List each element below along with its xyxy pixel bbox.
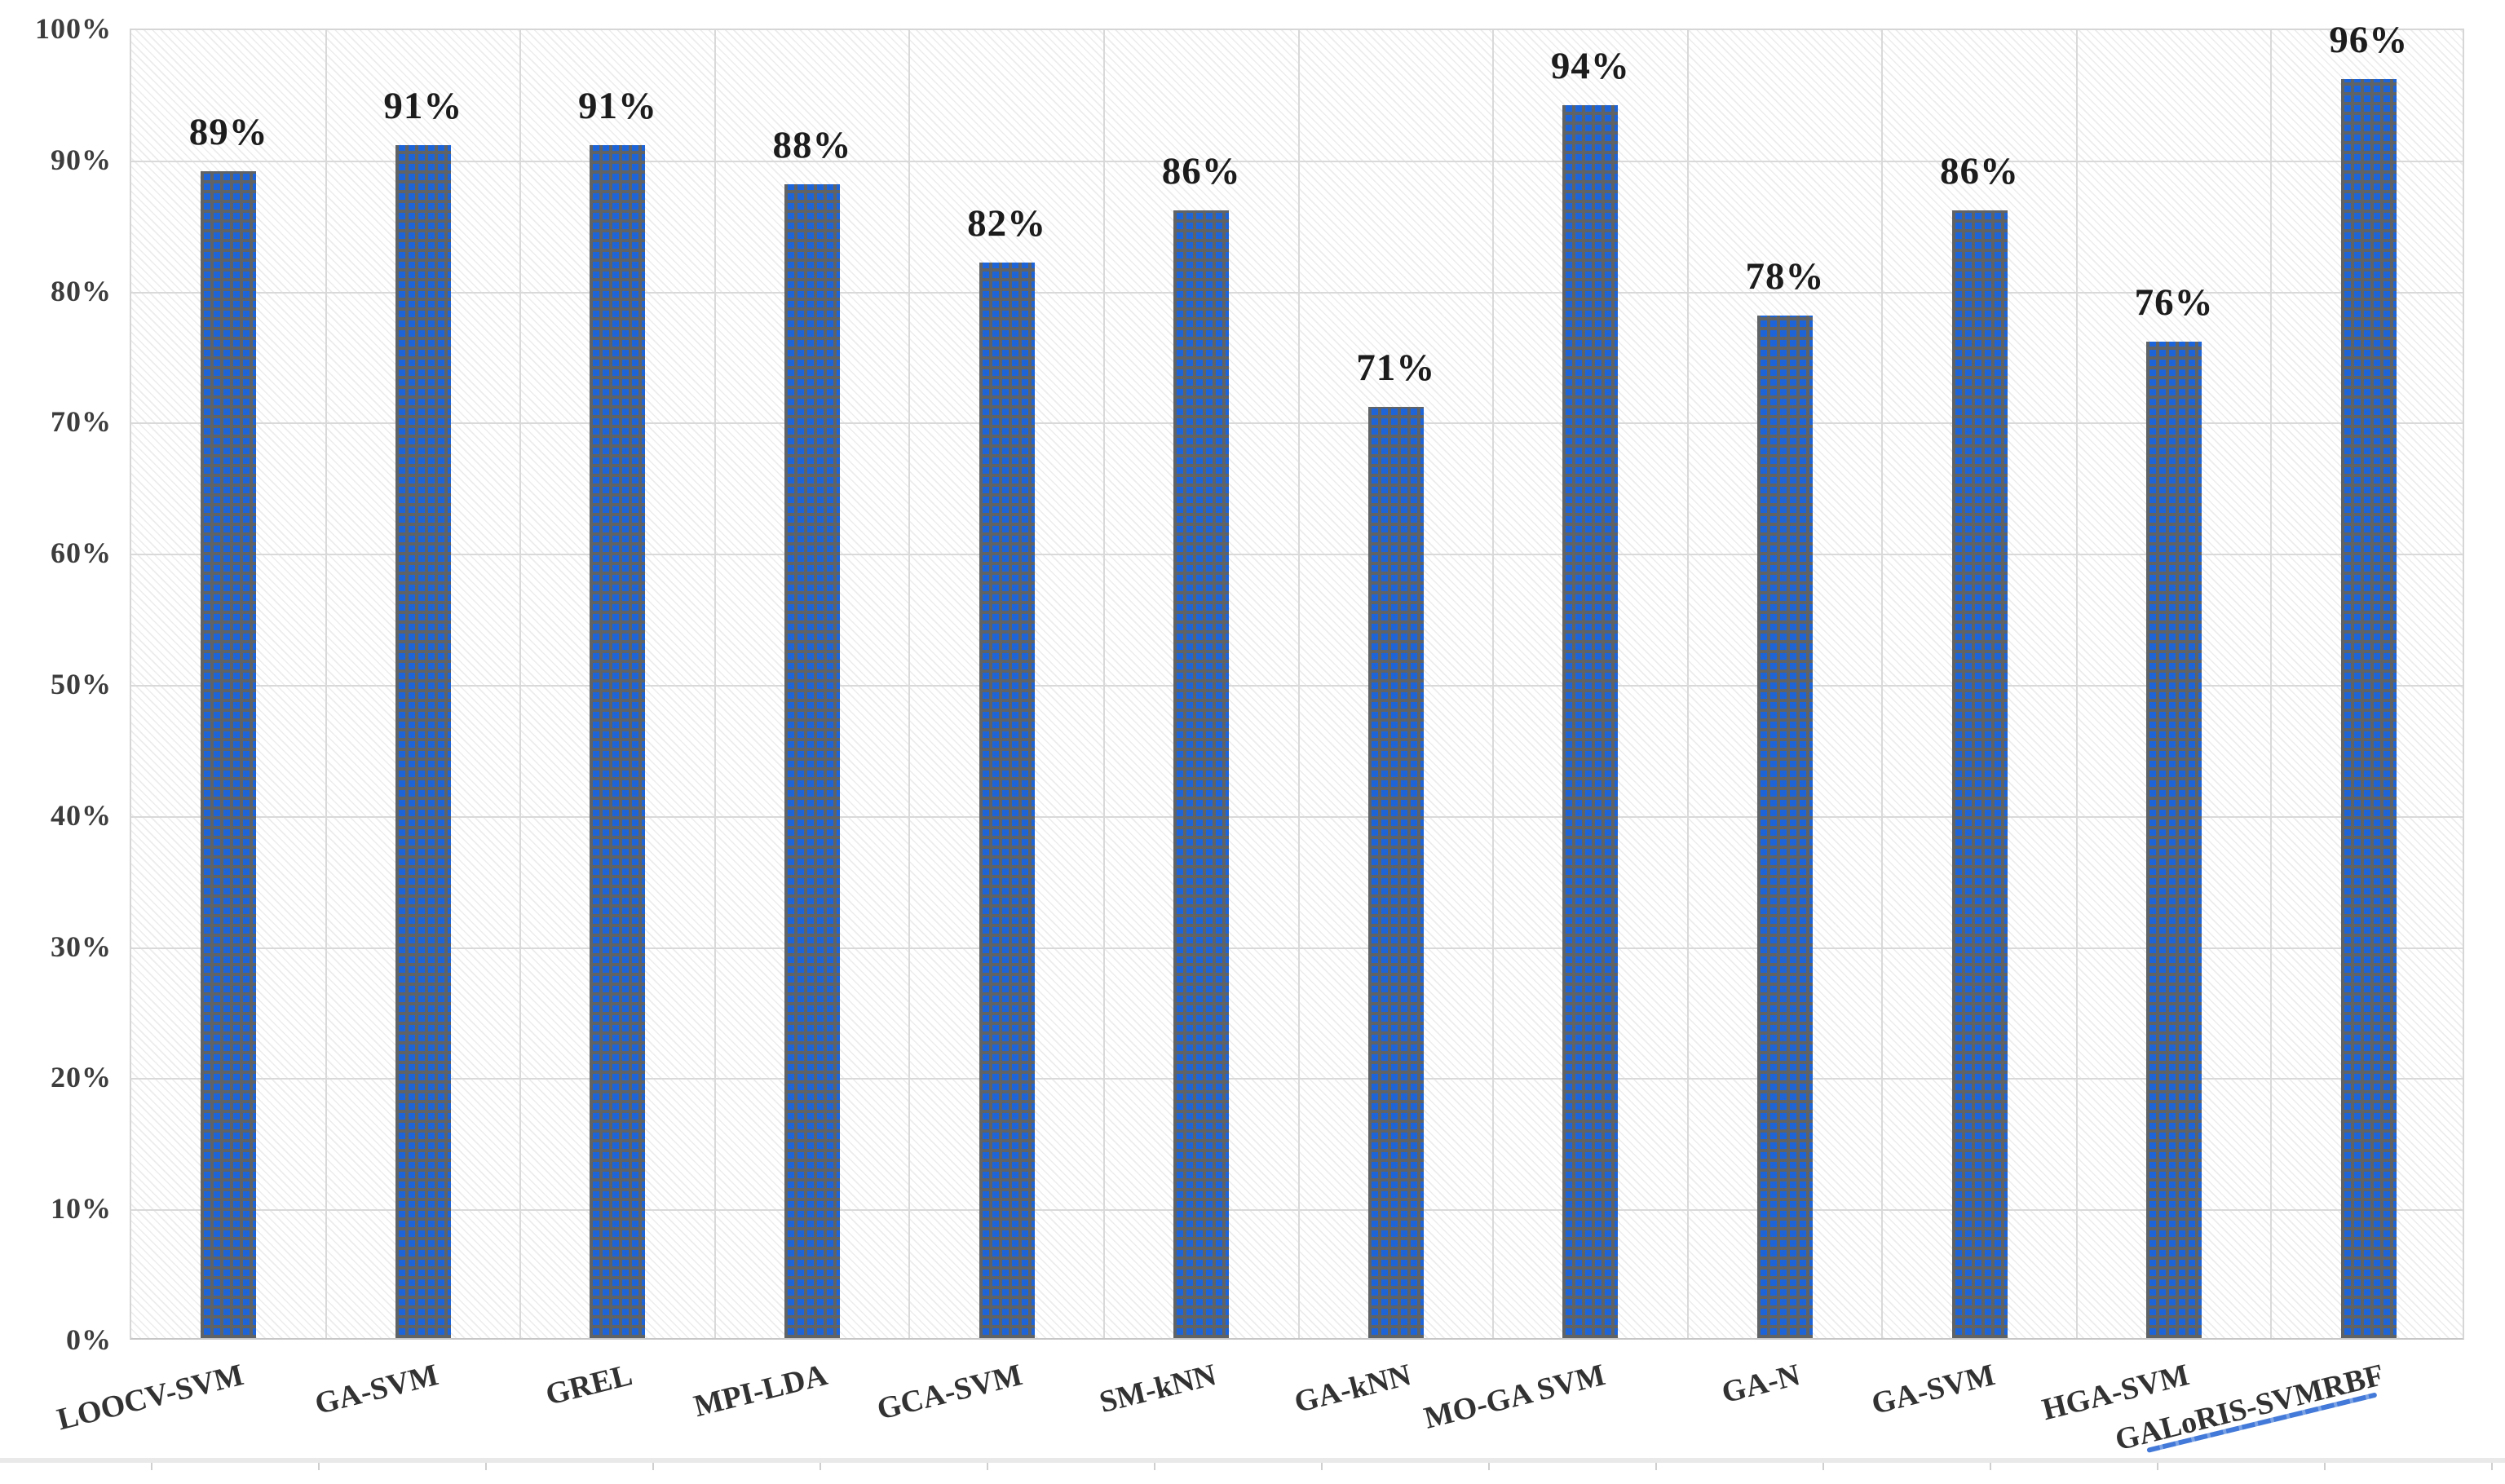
data-label: 82% xyxy=(967,202,1047,245)
bottom-tick xyxy=(652,1463,654,1470)
vertical-gridline xyxy=(519,30,522,1338)
vertical-gridline xyxy=(325,30,327,1338)
data-label: 86% xyxy=(1940,150,2020,193)
bottom-tick xyxy=(2157,1463,2158,1470)
bottom-tick xyxy=(2491,1463,2493,1470)
data-label: 71% xyxy=(1356,347,1436,390)
bottom-tick xyxy=(820,1463,821,1470)
bar-GA-SVM xyxy=(395,144,451,1338)
bar-GALoRIS-SVMRBF xyxy=(2340,79,2397,1338)
data-label: 91% xyxy=(383,84,463,127)
bottom-tick xyxy=(1321,1463,1323,1470)
bottom-tick xyxy=(1655,1463,1657,1470)
bottom-tick xyxy=(1822,1463,1824,1470)
vertical-gridline xyxy=(1492,30,1495,1338)
bar-GCA-SVM xyxy=(979,263,1035,1338)
data-label: 96% xyxy=(2329,19,2409,62)
y-axis-tick-label: 10% xyxy=(51,1192,112,1226)
bottom-tick xyxy=(151,1463,152,1470)
data-label: 89% xyxy=(188,110,268,153)
horizontal-gridline xyxy=(131,1209,2463,1212)
bottom-tick xyxy=(1488,1463,1490,1470)
horizontal-gridline xyxy=(131,554,2463,556)
y-axis-tick-label: 70% xyxy=(51,405,112,439)
bar-SM-kNN xyxy=(1173,210,1230,1338)
vertical-gridline xyxy=(1297,30,1300,1338)
bottom-border-strip xyxy=(0,1458,2505,1463)
data-label: 88% xyxy=(772,123,852,166)
bottom-tick xyxy=(318,1463,320,1470)
vertical-gridline xyxy=(714,30,716,1338)
plot-area: 89% 91% 91% 88% 82% 86% 71% 94% 78% 86% 76% 96% xyxy=(130,21,2464,1340)
bar-HGA-SVM xyxy=(2146,341,2202,1338)
y-axis-tick-label: 80% xyxy=(51,274,112,307)
y-axis-tick-label: 100% xyxy=(35,12,112,45)
horizontal-gridline xyxy=(131,160,2463,162)
bottom-tick xyxy=(485,1463,487,1470)
bar-MPI-LDA xyxy=(784,183,841,1338)
bar-GREL xyxy=(590,144,646,1338)
y-axis-tick-label: 40% xyxy=(51,798,112,832)
bar-GA-SVM xyxy=(1951,210,2008,1338)
y-axis-tick-label: 60% xyxy=(51,537,112,570)
horizontal-gridline xyxy=(131,815,2463,818)
data-label: 94% xyxy=(1550,45,1630,88)
bar-GA-N xyxy=(1756,315,1813,1338)
bottom-tick xyxy=(1990,1463,1991,1470)
bar-LOOCV-SVM xyxy=(201,170,257,1338)
vertical-gridline xyxy=(2270,30,2273,1338)
vertical-gridline xyxy=(908,30,911,1338)
y-axis-tick-label: 0% xyxy=(66,1323,112,1356)
vertical-gridline xyxy=(1881,30,1884,1338)
y-axis-tick-label: 30% xyxy=(51,930,112,963)
bar-GA-kNN xyxy=(1367,407,1424,1338)
horizontal-gridline xyxy=(131,685,2463,687)
data-label: 78% xyxy=(1745,254,1825,298)
bottom-tick xyxy=(987,1463,988,1470)
horizontal-gridline xyxy=(131,422,2463,425)
horizontal-gridline xyxy=(131,1078,2463,1080)
data-label: 91% xyxy=(577,84,657,127)
vertical-gridline xyxy=(1686,30,1689,1338)
data-label: 86% xyxy=(1161,150,1241,193)
bottom-tick xyxy=(2324,1463,2326,1470)
data-label: 76% xyxy=(2134,280,2214,324)
vertical-gridline xyxy=(1102,30,1105,1338)
vertical-gridline xyxy=(2075,30,2078,1338)
y-axis-tick-label: 20% xyxy=(51,1061,112,1094)
bar-MO-GA SVM xyxy=(1562,105,1619,1338)
bottom-tick xyxy=(1154,1463,1155,1470)
y-axis-tick-label: 50% xyxy=(51,668,112,700)
horizontal-gridline xyxy=(131,947,2463,949)
y-axis-tick-label: 90% xyxy=(51,143,112,176)
horizontal-gridline xyxy=(131,291,2463,294)
